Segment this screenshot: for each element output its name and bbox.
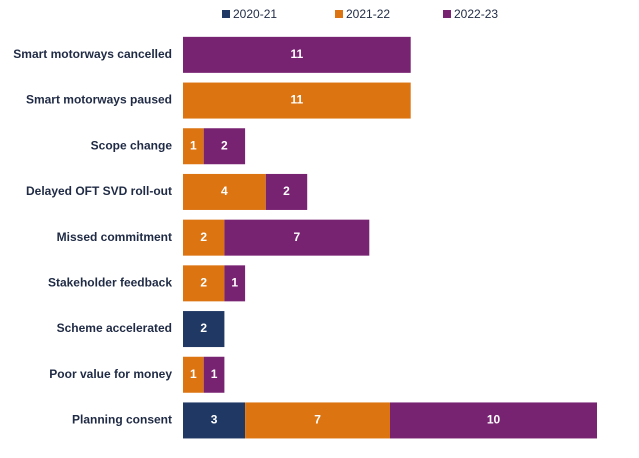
data-label: 2 [200, 230, 207, 244]
data-label: 3 [211, 413, 218, 427]
legend-label: 2021-22 [346, 7, 390, 21]
bar-segment [183, 82, 411, 119]
data-label: 2 [283, 184, 290, 198]
data-label: 2 [200, 276, 207, 290]
bar-segment [183, 265, 225, 302]
bar-segment [245, 402, 390, 439]
legend-swatch [222, 10, 230, 18]
legend-label: 2020-21 [233, 7, 277, 21]
data-label: 1 [190, 138, 197, 152]
bar-segment [183, 402, 246, 439]
bar-segment [183, 128, 204, 165]
category-label: Poor value for money [49, 367, 172, 381]
category-label: Planning consent [72, 413, 172, 427]
category-label: Scope change [91, 138, 173, 152]
category-label: Smart motorways cancelled [13, 47, 172, 61]
category-label: Scheme accelerated [57, 321, 172, 335]
data-label: 1 [231, 276, 238, 290]
bar-segment [183, 356, 204, 393]
data-label: 2 [221, 138, 228, 152]
data-label: 1 [190, 367, 197, 381]
bar-segment [224, 219, 370, 256]
bar-segment [224, 265, 246, 302]
legend-swatch [443, 10, 451, 18]
bar-segment [183, 36, 411, 73]
bar-segment [265, 173, 308, 210]
category-label: Delayed OFT SVD roll-out [26, 184, 172, 198]
legend-label: 2022-23 [454, 7, 498, 21]
bar-segment [183, 219, 225, 256]
data-label: 4 [221, 184, 228, 198]
bar-segment [203, 128, 246, 165]
bar-segment [183, 173, 266, 210]
legend-swatch [335, 10, 343, 18]
category-label: Missed commitment [57, 230, 172, 244]
bar-segment [183, 311, 225, 348]
category-label: Smart motorways paused [26, 93, 172, 107]
category-label: Stakeholder feedback [48, 276, 172, 290]
data-label: 1 [211, 367, 218, 381]
bar-segment [203, 356, 225, 393]
bar-segment [390, 402, 597, 439]
data-label: 11 [291, 47, 304, 61]
data-label: 2 [200, 321, 207, 335]
data-label: 7 [314, 413, 321, 427]
data-label: 7 [294, 230, 301, 244]
data-label: 11 [291, 93, 304, 107]
data-label: 10 [487, 413, 501, 427]
